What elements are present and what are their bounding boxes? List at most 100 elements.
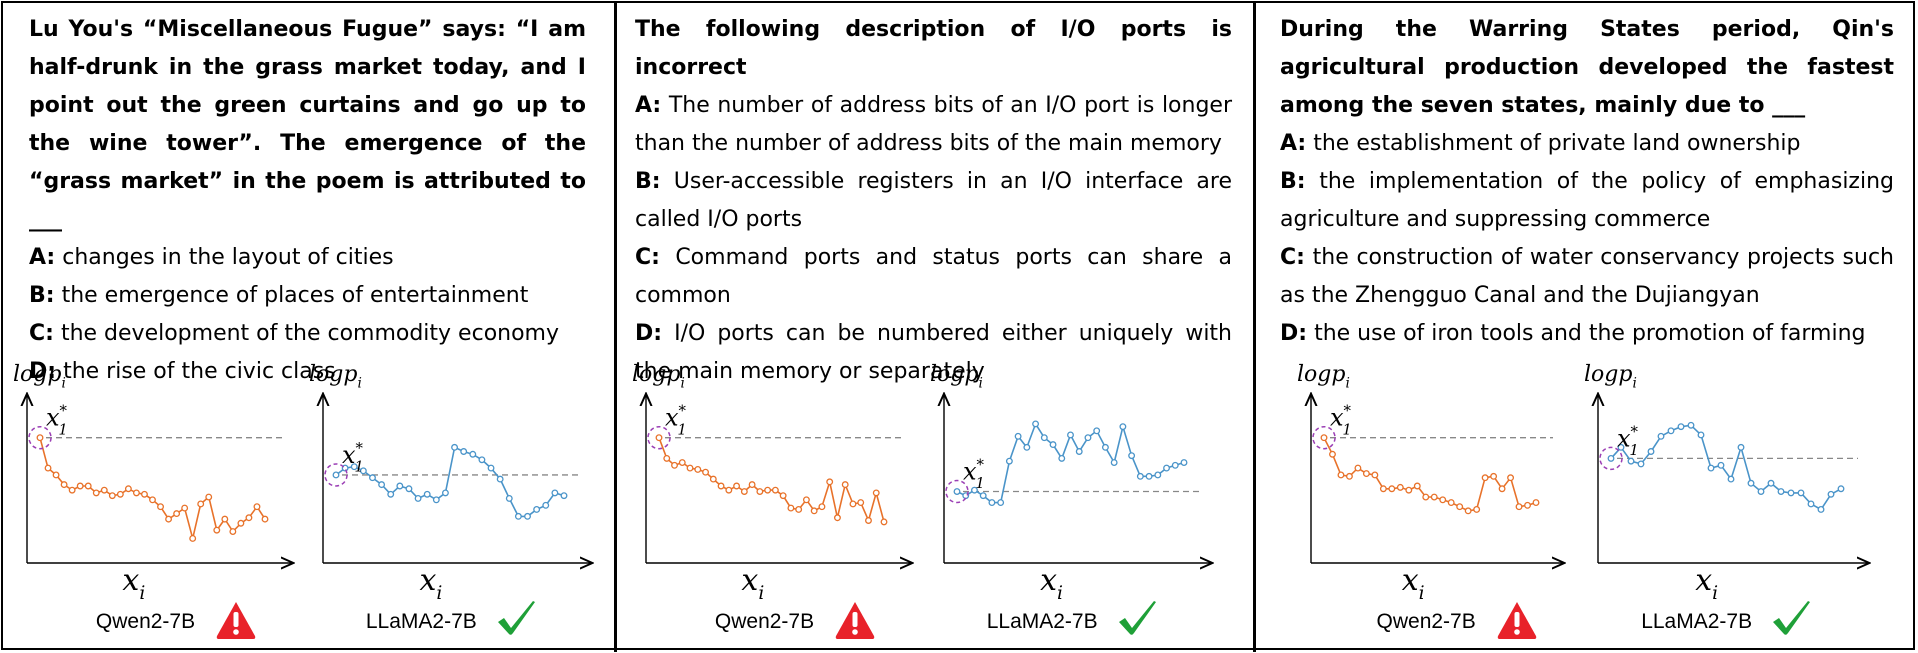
data-point bbox=[1490, 472, 1498, 480]
data-point bbox=[451, 443, 459, 451]
data-point bbox=[1787, 489, 1795, 497]
check-icon bbox=[1118, 601, 1156, 635]
highlight-circle bbox=[945, 479, 969, 504]
data-point bbox=[405, 485, 413, 493]
first-token-label: x* 1 bbox=[46, 402, 68, 439]
data-point bbox=[1757, 488, 1765, 495]
data-point bbox=[124, 485, 132, 493]
data-point bbox=[1101, 443, 1109, 451]
data-point bbox=[1498, 485, 1506, 493]
data-point bbox=[245, 514, 253, 522]
data-point bbox=[787, 504, 795, 512]
data-point bbox=[1354, 464, 1362, 472]
data-point bbox=[1507, 474, 1515, 482]
data-point bbox=[1439, 496, 1447, 504]
data-point bbox=[857, 499, 865, 507]
data-point bbox=[237, 519, 245, 527]
data-point bbox=[1320, 434, 1328, 442]
first-token-label: x* 1 bbox=[665, 402, 687, 439]
option-c: C: the development of the commodity econ… bbox=[29, 321, 560, 346]
model-name-label: LLaMA2-7B bbox=[365, 610, 477, 633]
data-point bbox=[1049, 441, 1057, 449]
data-point bbox=[369, 474, 376, 482]
data-point bbox=[1371, 471, 1379, 479]
data-point bbox=[221, 515, 229, 523]
data-point bbox=[1515, 503, 1523, 511]
option-a: A: The number of address bits of an I/O … bbox=[635, 93, 1232, 156]
warning-icon bbox=[1497, 602, 1536, 639]
data-point bbox=[157, 503, 164, 511]
data-point bbox=[880, 518, 888, 526]
data-point bbox=[1667, 427, 1675, 435]
data-point bbox=[1023, 443, 1031, 451]
data-point bbox=[52, 471, 60, 479]
data-point bbox=[460, 448, 468, 455]
data-point bbox=[1607, 454, 1615, 462]
data-point bbox=[795, 506, 803, 513]
data-point bbox=[1447, 499, 1455, 507]
data-point bbox=[1067, 431, 1074, 439]
data-point bbox=[487, 464, 495, 472]
data-point bbox=[524, 512, 531, 520]
data-point bbox=[818, 503, 826, 511]
data-point bbox=[833, 514, 841, 522]
data-point bbox=[496, 475, 504, 483]
data-point bbox=[253, 503, 261, 511]
data-point bbox=[76, 482, 84, 490]
data-point bbox=[709, 475, 717, 483]
data-point bbox=[1119, 423, 1127, 431]
option-d: D: the use of iron tools and the promoti… bbox=[1280, 321, 1866, 346]
data-point bbox=[205, 493, 213, 501]
data-point bbox=[663, 454, 671, 462]
data-point bbox=[748, 481, 756, 489]
data-point bbox=[332, 471, 340, 479]
data-point bbox=[733, 482, 741, 490]
data-point bbox=[779, 492, 787, 500]
data-point bbox=[1687, 421, 1695, 429]
data-point bbox=[432, 496, 440, 504]
highlight-circle bbox=[1599, 446, 1623, 471]
data-point bbox=[551, 489, 559, 497]
data-point bbox=[359, 467, 367, 475]
data-point bbox=[1481, 474, 1489, 482]
data-point bbox=[1617, 443, 1625, 451]
data-point bbox=[1647, 448, 1655, 455]
data-point bbox=[1180, 459, 1188, 466]
data-point bbox=[1827, 490, 1835, 498]
data-point bbox=[655, 434, 663, 442]
data-point bbox=[1128, 452, 1136, 460]
model-name-label: Qwen2-7B bbox=[714, 610, 815, 633]
panel-3: During the Warring States period, Qin's … bbox=[1256, 0, 1918, 651]
data-point bbox=[1362, 470, 1370, 478]
data-point bbox=[414, 494, 422, 502]
data-point bbox=[1817, 506, 1825, 513]
question-text: Lu You's “Miscellaneous Fugue” says: “I … bbox=[29, 17, 586, 232]
data-point bbox=[694, 465, 702, 473]
data-point bbox=[423, 490, 431, 498]
highlight-circle bbox=[647, 425, 671, 450]
data-point bbox=[229, 528, 237, 535]
data-point bbox=[92, 489, 100, 497]
option-d: D: the rise of the civic class bbox=[29, 359, 336, 384]
data-point bbox=[1040, 434, 1048, 442]
data-point bbox=[865, 517, 872, 524]
data-point bbox=[1405, 486, 1413, 494]
data-point bbox=[1345, 472, 1353, 480]
first-token-label: x* 1 bbox=[342, 439, 364, 476]
question-block: Lu You's “Miscellaneous Fugue” says: “I … bbox=[29, 11, 586, 391]
first-token-label: x* 1 bbox=[1617, 422, 1639, 459]
data-point bbox=[771, 486, 779, 494]
check-icon bbox=[1773, 601, 1811, 635]
data-point bbox=[810, 507, 818, 515]
data-point bbox=[1430, 493, 1438, 501]
data-point bbox=[1093, 427, 1101, 435]
data-point bbox=[189, 534, 197, 542]
panel-1: Lu You's “Miscellaneous Fugue” says: “I … bbox=[0, 0, 614, 651]
data-point bbox=[1413, 482, 1421, 490]
option-a: A: the establishment of private land own… bbox=[1280, 131, 1801, 156]
